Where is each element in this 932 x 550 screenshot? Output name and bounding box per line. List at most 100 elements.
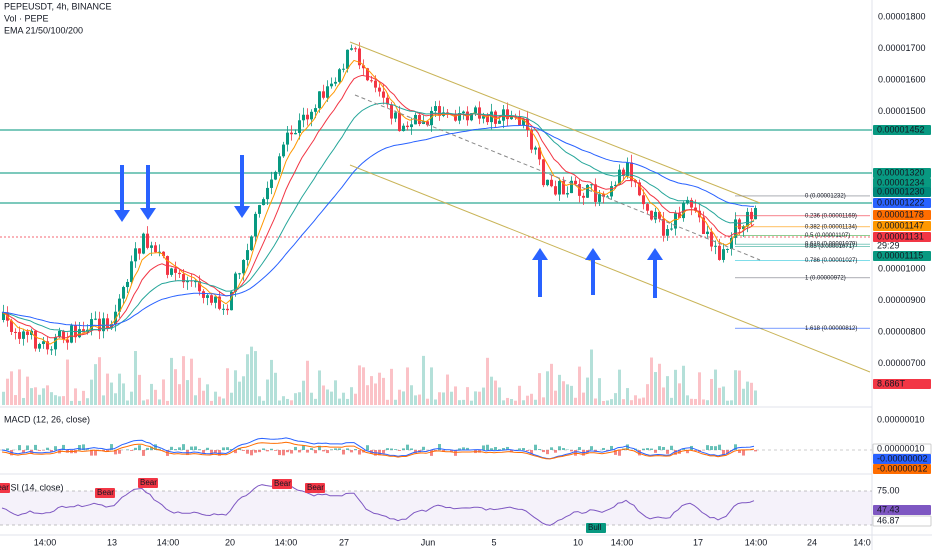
candle (118, 298, 121, 312)
macd-hist (334, 448, 337, 450)
volume-bar (514, 400, 517, 405)
candle (278, 156, 281, 172)
macd-hist (102, 450, 105, 452)
fib-label: 0 (0.00001232) (805, 193, 846, 199)
macd-hist (462, 447, 465, 450)
rsi-badge-text: 47.43 (877, 504, 900, 514)
volume-bar (750, 382, 753, 405)
macd-hist (414, 450, 417, 454)
volume-badge (873, 379, 931, 389)
volume-bar (686, 395, 689, 405)
macd-hist (522, 448, 525, 450)
candle (238, 273, 241, 275)
volume-bar (654, 372, 657, 405)
volume-bar (66, 359, 69, 405)
macd-hist (286, 450, 289, 453)
candle (10, 320, 13, 332)
candle (154, 245, 157, 253)
macd-hist (366, 445, 369, 450)
macd-hist (226, 447, 229, 450)
candle (250, 236, 253, 251)
volume-bar (18, 369, 21, 405)
candle (406, 125, 409, 128)
candle (498, 120, 501, 124)
fib-label: 0.618 (0.00001079) (805, 242, 857, 248)
volume-bar (502, 400, 505, 405)
macd-hist (378, 450, 381, 456)
candle (54, 336, 57, 350)
macd-hist (18, 445, 21, 450)
macd-hist (674, 450, 677, 455)
candle (566, 193, 569, 195)
volume-bar (374, 383, 377, 405)
volume-bar (626, 388, 629, 405)
candle (206, 295, 209, 298)
macd-hist (86, 449, 89, 450)
fib-label: 0.786 (0.00001027) (805, 258, 857, 264)
volume-bar (202, 390, 205, 405)
fib-label: 1 (0.00000972) (805, 275, 846, 281)
ema-line (1, 102, 755, 333)
signal-tag (272, 479, 292, 489)
candle (710, 231, 713, 247)
volume-bar (702, 399, 705, 405)
volume-bar (570, 385, 573, 405)
candle (198, 281, 201, 292)
candle (362, 65, 365, 69)
candle (754, 208, 757, 220)
macd-hist (346, 448, 349, 450)
price-tick-label: 0.00000900 (878, 295, 926, 305)
candle (326, 86, 329, 98)
macd-hist (234, 450, 237, 454)
macd-hist (390, 448, 393, 450)
fib-label: 0.5 (0.00001107) (805, 233, 850, 239)
volume-bar (426, 398, 429, 405)
candle (546, 179, 549, 186)
macd-hist (326, 450, 329, 454)
candle (314, 108, 317, 112)
macd-hist (662, 446, 665, 450)
candle (538, 147, 541, 160)
volume-bar (706, 400, 709, 405)
volume-bar (610, 399, 613, 405)
macd-hist (330, 449, 333, 450)
volume-bar (110, 382, 113, 405)
volume-bar (618, 369, 621, 405)
volume-badge-text: 8.686T (877, 378, 906, 388)
macd-hist (754, 450, 757, 452)
candle (358, 48, 361, 66)
candle (182, 274, 185, 283)
candle (602, 194, 605, 197)
candle (706, 231, 709, 235)
macd-hist (42, 450, 45, 451)
candle (178, 272, 181, 275)
candle (246, 250, 249, 260)
candle (302, 114, 305, 121)
candle (82, 329, 85, 333)
price-tick-label: 0.00001600 (878, 74, 926, 84)
candle (330, 83, 333, 87)
volume-bar (182, 356, 185, 405)
candle (458, 113, 461, 121)
volume-bar (246, 354, 249, 405)
macd-hist (182, 444, 185, 450)
macd-hist (134, 447, 137, 450)
macd-hist (150, 446, 153, 450)
macd-hist (250, 450, 253, 456)
volume-bar (402, 391, 405, 405)
symbol: PEPEUSDT, 4h, BINANCE (4, 1, 112, 11)
macd-hist (722, 450, 725, 456)
price-badge (873, 221, 931, 231)
volume-bar (298, 392, 301, 405)
volume-bar (310, 392, 313, 405)
volume-bar (554, 390, 557, 405)
macd-hist (302, 445, 305, 450)
volume-bar (670, 397, 673, 405)
candle (674, 213, 677, 229)
volume-bar (290, 400, 293, 405)
trend-line (354, 94, 761, 261)
volume-bar (498, 387, 501, 405)
candle (590, 184, 593, 186)
volume-bar (138, 374, 141, 405)
volume-bar (754, 390, 757, 405)
